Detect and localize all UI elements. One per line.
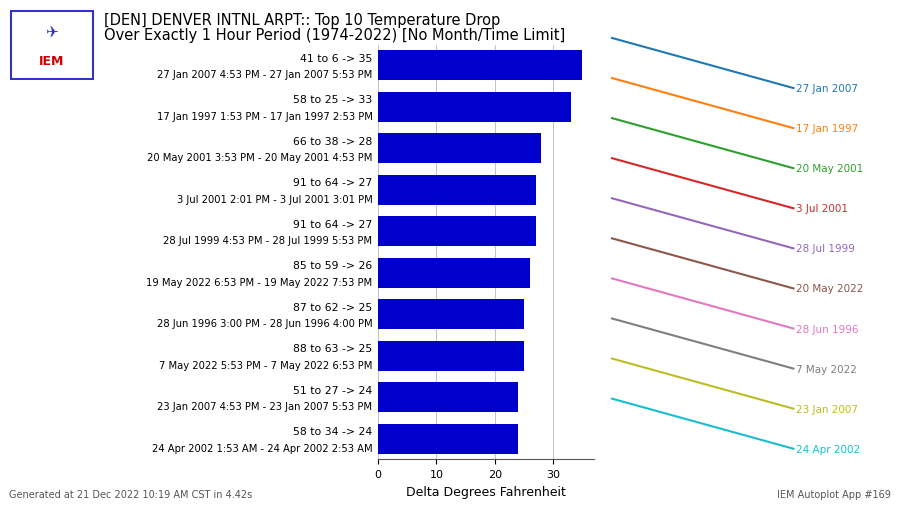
Text: 27 Jan 2007 4:53 PM - 27 Jan 2007 5:53 PM: 27 Jan 2007 4:53 PM - 27 Jan 2007 5:53 P… (158, 70, 373, 80)
Text: IEM: IEM (39, 55, 65, 68)
Bar (378, 424, 518, 454)
Text: 23 Jan 2007: 23 Jan 2007 (796, 404, 858, 414)
Text: 28 Jun 1996: 28 Jun 1996 (796, 324, 859, 334)
Text: 24 Apr 2002 1:53 AM - 24 Apr 2002 2:53 AM: 24 Apr 2002 1:53 AM - 24 Apr 2002 2:53 A… (152, 443, 373, 453)
Text: 17 Jan 1997 1:53 PM - 17 Jan 1997 2:53 PM: 17 Jan 1997 1:53 PM - 17 Jan 1997 2:53 P… (157, 112, 373, 122)
Text: 51 to 27 -> 24: 51 to 27 -> 24 (293, 385, 373, 395)
Bar (378, 134, 542, 164)
Text: 28 Jun 1996 3:00 PM - 28 Jun 1996 4:00 PM: 28 Jun 1996 3:00 PM - 28 Jun 1996 4:00 P… (157, 319, 373, 329)
Text: 91 to 64 -> 27: 91 to 64 -> 27 (293, 178, 373, 188)
Text: [DEN] DENVER INTNL ARPT:: Top 10 Temperature Drop: [DEN] DENVER INTNL ARPT:: Top 10 Tempera… (104, 13, 500, 28)
Text: 85 to 59 -> 26: 85 to 59 -> 26 (293, 261, 373, 271)
Text: 20 May 2001: 20 May 2001 (796, 164, 863, 174)
Text: 58 to 34 -> 24: 58 to 34 -> 24 (293, 426, 373, 436)
Text: 3 Jul 2001 2:01 PM - 3 Jul 2001 3:01 PM: 3 Jul 2001 2:01 PM - 3 Jul 2001 3:01 PM (176, 194, 373, 205)
Text: IEM Autoplot App #169: IEM Autoplot App #169 (777, 489, 891, 499)
Bar (378, 175, 536, 206)
Bar (378, 51, 582, 81)
Text: 23 Jan 2007 4:53 PM - 23 Jan 2007 5:53 PM: 23 Jan 2007 4:53 PM - 23 Jan 2007 5:53 P… (158, 401, 373, 412)
Bar (378, 299, 524, 330)
Bar (378, 341, 524, 371)
Text: 20 May 2001 3:53 PM - 20 May 2001 4:53 PM: 20 May 2001 3:53 PM - 20 May 2001 4:53 P… (147, 153, 373, 163)
Text: 66 to 38 -> 28: 66 to 38 -> 28 (293, 136, 373, 146)
Text: 17 Jan 1997: 17 Jan 1997 (796, 124, 859, 134)
Text: Generated at 21 Dec 2022 10:19 AM CST in 4.42s: Generated at 21 Dec 2022 10:19 AM CST in… (9, 489, 252, 499)
Text: 41 to 6 -> 35: 41 to 6 -> 35 (300, 54, 373, 64)
Text: 87 to 62 -> 25: 87 to 62 -> 25 (293, 302, 373, 312)
Text: 19 May 2022 6:53 PM - 19 May 2022 7:53 PM: 19 May 2022 6:53 PM - 19 May 2022 7:53 P… (147, 277, 373, 287)
Text: ✈: ✈ (45, 25, 58, 40)
Text: 3 Jul 2001: 3 Jul 2001 (796, 204, 848, 214)
Text: 20 May 2022: 20 May 2022 (796, 284, 863, 294)
Text: 7 May 2022 5:53 PM - 7 May 2022 6:53 PM: 7 May 2022 5:53 PM - 7 May 2022 6:53 PM (159, 360, 373, 370)
Text: 24 Apr 2002: 24 Apr 2002 (796, 444, 860, 454)
Bar (378, 217, 536, 247)
Text: 28 Jul 1999 4:53 PM - 28 Jul 1999 5:53 PM: 28 Jul 1999 4:53 PM - 28 Jul 1999 5:53 P… (164, 236, 373, 246)
Text: 28 Jul 1999: 28 Jul 1999 (796, 244, 855, 254)
Bar (378, 382, 518, 413)
Text: 91 to 64 -> 27: 91 to 64 -> 27 (293, 219, 373, 229)
Text: 88 to 63 -> 25: 88 to 63 -> 25 (293, 343, 373, 354)
Text: 27 Jan 2007: 27 Jan 2007 (796, 84, 858, 94)
Bar (378, 258, 530, 288)
Text: 58 to 25 -> 33: 58 to 25 -> 33 (293, 95, 373, 105)
Text: 7 May 2022: 7 May 2022 (796, 364, 857, 374)
Text: Over Exactly 1 Hour Period (1974-2022) [No Month/Time Limit]: Over Exactly 1 Hour Period (1974-2022) [… (104, 28, 565, 43)
Bar (378, 92, 571, 123)
X-axis label: Delta Degrees Fahrenheit: Delta Degrees Fahrenheit (406, 485, 566, 498)
